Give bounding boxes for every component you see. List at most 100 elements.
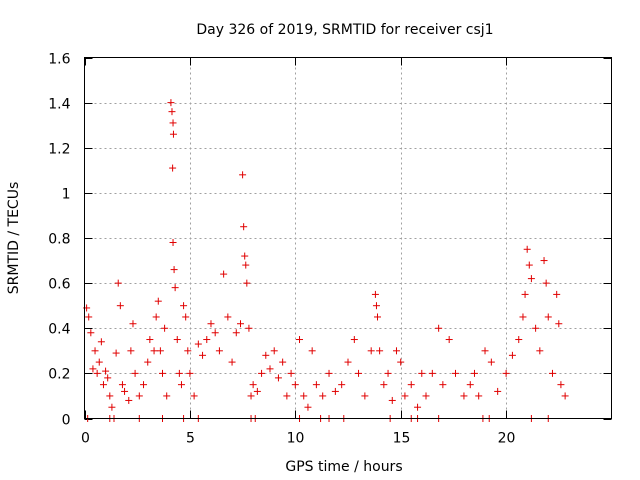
data-point [116,302,124,310]
y-tick-label: 1.2 [48,142,70,158]
data-point [144,358,152,366]
data-point [243,279,251,287]
data-point [384,369,392,377]
data-point [108,403,116,411]
data-point [129,320,137,328]
data-point [371,290,379,298]
x-axis-label: GPS time / hours [285,459,402,475]
data-point [494,387,502,395]
y-tick-label: 0.2 [48,367,70,383]
x-tick-label: 5 [186,431,195,447]
data-point [407,381,415,389]
chart-title: Day 326 of 2019, SRMTID for receiver csj… [196,22,493,38]
data-point [523,245,531,253]
data-point [118,381,126,389]
data-point [452,369,460,377]
data-point [93,369,101,377]
data-point [557,381,565,389]
data-point [114,279,122,287]
x-tick-label: 15 [393,431,411,447]
data-point [312,381,320,389]
data-point [89,365,97,373]
y-tick-label: 1.4 [48,97,70,113]
data-point [154,297,162,305]
data-point [439,381,447,389]
data-point [445,336,453,344]
data-point [224,313,232,321]
data-point [304,403,312,411]
data-point [106,392,114,400]
data-point [220,270,228,278]
data-point [521,290,529,298]
data-point [168,108,176,116]
data-point [150,347,158,355]
data-point [355,369,363,377]
data-point [262,351,270,359]
data-point [232,329,240,337]
data-point [121,387,129,395]
plot-frame [84,57,612,419]
data-point [258,369,266,377]
data-point [175,369,183,377]
data-point [240,223,248,231]
data-point [167,99,175,107]
x-tick-label: 20 [498,431,516,447]
data-point [184,347,192,355]
data-point [211,329,219,337]
data-point [199,351,207,359]
data-point [319,392,327,400]
data-point [344,358,352,366]
data-point [519,313,527,321]
data-point [300,392,308,400]
data-point [397,358,405,366]
data-point [203,336,211,344]
data-point [532,324,540,332]
data-point [296,336,304,344]
data-point [247,392,255,400]
data-point [95,358,103,366]
data-point [308,347,316,355]
data-point [515,336,523,344]
data-point [236,320,244,328]
data-point [241,252,249,260]
data-point [287,369,295,377]
data-point [169,239,177,247]
data-point [182,313,190,321]
data-point [207,320,215,328]
data-point [170,266,178,274]
data-point [249,381,257,389]
data-point [180,302,188,310]
data-point [418,369,426,377]
data-point [169,130,177,138]
data-point [502,369,510,377]
data-points [83,99,569,422]
x-tick-label: 0 [81,431,90,447]
data-point [270,347,278,355]
data-point [325,369,333,377]
data-point [542,279,550,287]
y-tick-label: 0.8 [48,232,70,248]
data-point [283,392,291,400]
data-point [177,381,185,389]
data-point [544,313,552,321]
data-point [361,392,369,400]
data-point [152,313,160,321]
data-point [460,392,468,400]
data-point [372,302,380,310]
data-point [388,396,396,404]
data-point [374,313,382,321]
data-point [508,351,516,359]
grid [84,57,612,419]
data-point [350,336,358,344]
x-tick-label: 10 [287,431,305,447]
data-point [367,347,375,355]
data-point [228,358,236,366]
data-point [99,381,107,389]
data-point [163,392,171,400]
data-point [527,275,535,283]
data-point [466,381,474,389]
data-point [548,369,556,377]
data-point [253,387,261,395]
data-point [376,347,384,355]
